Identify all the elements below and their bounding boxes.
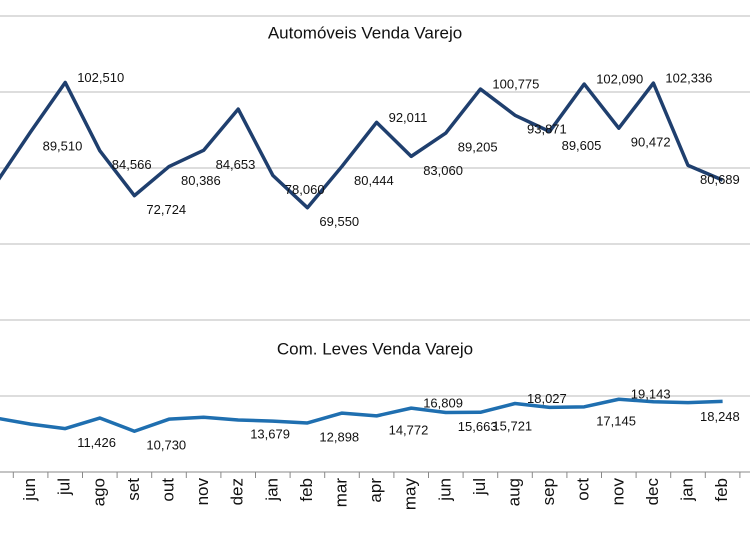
- data-label: 89,205: [458, 139, 498, 154]
- data-label: 11,426: [77, 435, 116, 450]
- data-label: 93,871: [527, 122, 567, 137]
- x-tick-label: sep: [539, 478, 558, 505]
- data-label: 84,653: [216, 157, 256, 172]
- data-label: 102,510: [77, 70, 124, 85]
- x-tick-label: may: [401, 478, 420, 511]
- chart-subtitle: Com. Leves Venda Varejo: [277, 339, 473, 358]
- data-label: 15,663: [458, 419, 498, 434]
- data-label: 18,248: [700, 409, 740, 424]
- data-label: 90,472: [631, 135, 671, 150]
- x-tick-label: mar: [331, 478, 350, 508]
- data-label: 102,336: [665, 71, 712, 86]
- data-label: 83,060: [423, 163, 463, 178]
- x-tick-label: jul: [55, 478, 74, 496]
- data-label: 80,386: [181, 173, 221, 188]
- x-tick-label: nov: [608, 478, 627, 506]
- x-tick-label: jul: [470, 478, 489, 496]
- chart-title: Automóveis Venda Varejo: [268, 23, 462, 42]
- series-line: [0, 80, 724, 210]
- data-label: 84,566: [112, 157, 152, 172]
- x-tick-label: set: [124, 478, 143, 501]
- data-label: 100,775: [492, 76, 539, 91]
- x-tick-label: jun: [20, 478, 39, 502]
- data-label: 89,605: [562, 138, 602, 153]
- x-tick-label: dec: [643, 478, 662, 506]
- data-label: 80,689: [700, 172, 740, 187]
- data-label: 13,679: [250, 426, 290, 441]
- x-tick-label: oct: [574, 478, 593, 501]
- x-tick-label: out: [158, 478, 177, 502]
- x-tick-label: jan: [262, 478, 281, 502]
- x-tick-label: nov: [193, 478, 212, 506]
- x-tick-label: ago: [89, 478, 108, 506]
- data-label: 102,090: [596, 71, 643, 86]
- data-label: 18,027: [527, 391, 567, 406]
- data-label: 72,724: [146, 202, 186, 217]
- x-tick-label: apr: [366, 478, 385, 503]
- data-label: 15,721: [492, 419, 532, 434]
- x-tick-label: feb: [712, 478, 731, 502]
- series-line: [0, 397, 723, 433]
- x-tick-label: jan: [677, 478, 696, 502]
- data-label: 92,011: [389, 110, 428, 125]
- data-label: 19,143: [631, 387, 671, 402]
- data-label: 12,898: [319, 429, 359, 444]
- data-label: 89,510: [43, 138, 83, 153]
- x-tick-label: jun: [435, 478, 454, 502]
- data-label: 10,730: [146, 438, 186, 453]
- data-label: 80,444: [354, 173, 394, 188]
- x-tick-label: dez: [228, 478, 247, 505]
- data-label: 17,145: [596, 413, 636, 428]
- x-tick-label: feb: [297, 478, 316, 502]
- data-label: 14,772: [389, 422, 429, 437]
- x-tick-label: aug: [504, 478, 523, 506]
- data-label: 69,550: [319, 214, 359, 229]
- data-label: 16,809: [423, 396, 463, 411]
- data-label: 78,060: [285, 182, 325, 197]
